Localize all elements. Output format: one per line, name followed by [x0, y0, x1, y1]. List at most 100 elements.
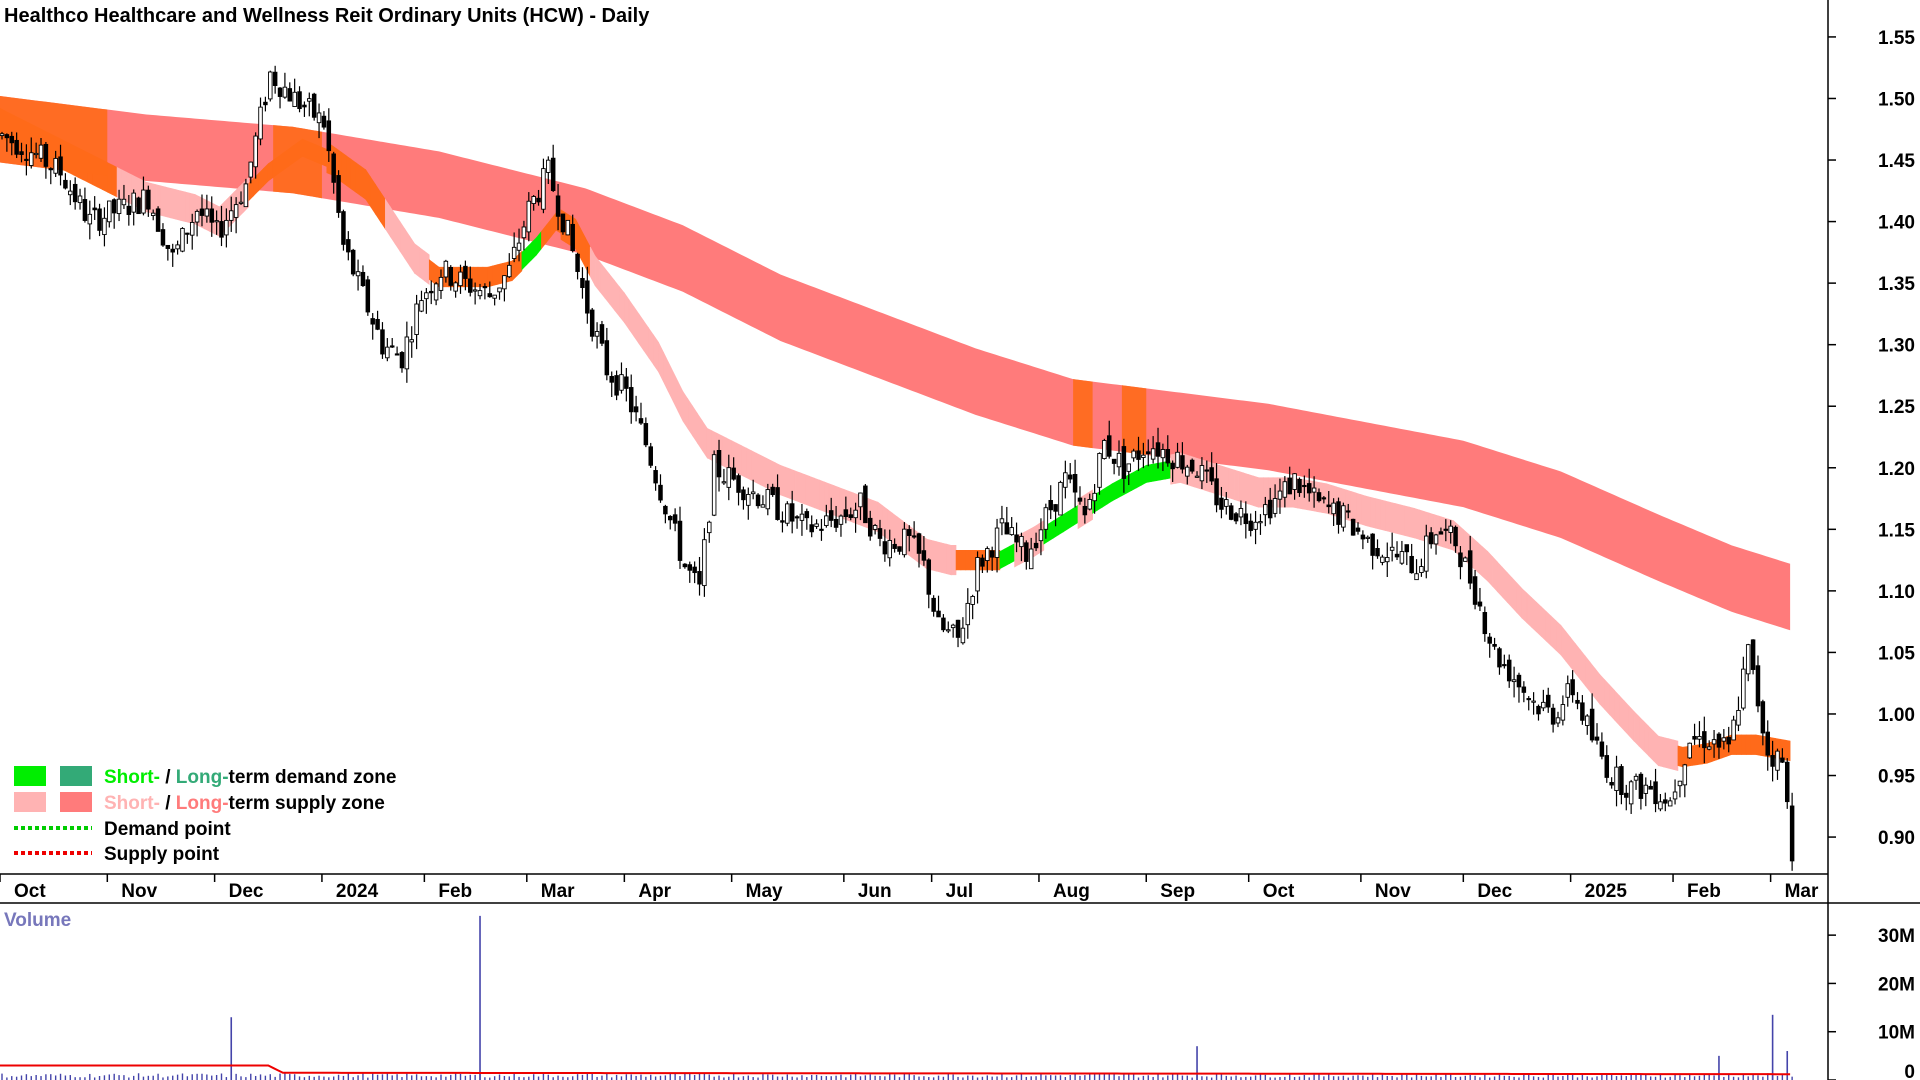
candle-body — [1745, 644, 1751, 675]
candle-body — [272, 71, 278, 86]
short-term-zone-segment — [745, 447, 752, 481]
candle-body — [970, 595, 975, 605]
candle-body — [1165, 449, 1171, 464]
short-term-zone-segment — [1658, 735, 1664, 768]
candle-body — [585, 280, 590, 314]
y-tick-label: 1.00 — [1878, 705, 1915, 726]
candle-body — [877, 528, 883, 539]
candle-body — [721, 481, 727, 484]
candle-body — [1146, 451, 1151, 455]
candle-body — [1731, 719, 1736, 741]
candle-body — [1209, 467, 1214, 482]
short-term-zone-segment — [1141, 464, 1147, 486]
volume-tick-label: 10M — [1878, 1023, 1915, 1044]
candle-body — [726, 467, 732, 488]
short-term-zone-segment — [643, 320, 650, 359]
candle-body — [1033, 542, 1039, 549]
short-term-zone-segment — [755, 452, 762, 486]
candle-body — [941, 617, 946, 631]
candle-body — [653, 470, 658, 484]
candle-body — [1487, 636, 1492, 644]
long-term-supply-zone — [0, 96, 1791, 631]
candle-body — [1092, 492, 1097, 502]
candle-body — [565, 219, 571, 236]
short-term-zone-segment — [970, 549, 976, 571]
candle-body — [433, 283, 439, 301]
candle-body — [882, 541, 888, 555]
candle-body — [1443, 528, 1449, 531]
short-term-zone-segment — [1238, 471, 1245, 503]
short-term-zone-segment — [1511, 577, 1518, 614]
short-term-zone-segment — [1614, 689, 1620, 726]
candle-body — [1589, 708, 1595, 741]
candle-body — [419, 300, 424, 312]
candle-body — [253, 135, 258, 168]
short-term-zone-segment — [1672, 739, 1679, 771]
candle-body — [1502, 664, 1507, 667]
candle-body — [682, 563, 688, 568]
candle-body — [14, 139, 19, 155]
candle-body — [980, 557, 985, 567]
candle-body — [1585, 715, 1590, 726]
y-tick-label: 0.95 — [1878, 767, 1915, 788]
candle-body — [1194, 475, 1200, 478]
zone-overlap-block — [273, 125, 322, 199]
candle-body — [760, 504, 766, 508]
candle-body — [258, 106, 263, 140]
candle-body — [204, 208, 210, 217]
candle-body — [92, 207, 97, 211]
candle-body — [570, 223, 575, 252]
candle-body — [731, 467, 736, 480]
candle-body — [146, 189, 151, 210]
short-term-zone-segment — [604, 267, 611, 305]
candle-body — [1243, 513, 1249, 525]
candle-body — [1063, 472, 1068, 488]
candle-body — [1155, 442, 1161, 457]
short-term-zone-segment — [955, 549, 962, 571]
volume-tick-label: 30M — [1878, 926, 1915, 947]
candle-body — [624, 376, 629, 389]
candle-body — [1619, 766, 1624, 796]
candle-body — [985, 548, 990, 562]
candle-body — [755, 494, 761, 507]
short-term-zone-segment — [706, 427, 713, 461]
candle-body — [599, 324, 605, 344]
short-term-zone-segment — [609, 273, 615, 312]
short-term-zone-segment — [1550, 615, 1557, 651]
candle-body — [848, 514, 853, 518]
x-tick-label: Feb — [1687, 881, 1721, 902]
short-term-zone-segment — [1560, 624, 1567, 662]
candle-body — [1506, 659, 1512, 682]
candle-body — [29, 152, 34, 166]
x-tick-label: Feb — [438, 881, 472, 902]
price-axis-ticks: 1.55 1.50 1.45 1.40 1.35 1.30 1.25 1.20 1.15 1.10… — [1828, 28, 1915, 849]
candle-body — [150, 212, 156, 216]
candle-body — [170, 248, 175, 253]
chart-title: Healthco Healthcare and Wellness Reit Or… — [4, 5, 650, 27]
short-term-zone-segment — [355, 162, 362, 197]
candle-body — [658, 484, 663, 501]
x-tick-label: 2024 — [336, 881, 379, 902]
candle-body — [1716, 733, 1722, 748]
y-tick-label: 1.15 — [1878, 520, 1915, 541]
candle-body — [638, 418, 644, 424]
zone-bands — [0, 96, 1791, 771]
short-term-zone-segment — [633, 306, 640, 345]
candle-body — [575, 253, 580, 272]
x-tick-label: Jul — [946, 881, 973, 902]
short-term-zone-segment — [1677, 745, 1684, 768]
legend-demand-point: Demand point — [104, 819, 231, 840]
candle-body — [24, 158, 29, 161]
candle-body — [1428, 532, 1434, 545]
candle-body — [404, 336, 410, 370]
candle-body — [19, 151, 24, 155]
candle-body — [746, 493, 751, 506]
candle-body — [116, 198, 122, 215]
legend-supply-sep: / — [160, 793, 176, 814]
short-term-zone-segment — [1682, 746, 1688, 768]
short-term-zone-segment — [1638, 715, 1645, 752]
short-term-zone-segment — [1497, 561, 1503, 598]
candle-body — [677, 520, 683, 561]
candle-body — [1316, 492, 1322, 502]
short-term-zone-segment — [619, 285, 625, 324]
